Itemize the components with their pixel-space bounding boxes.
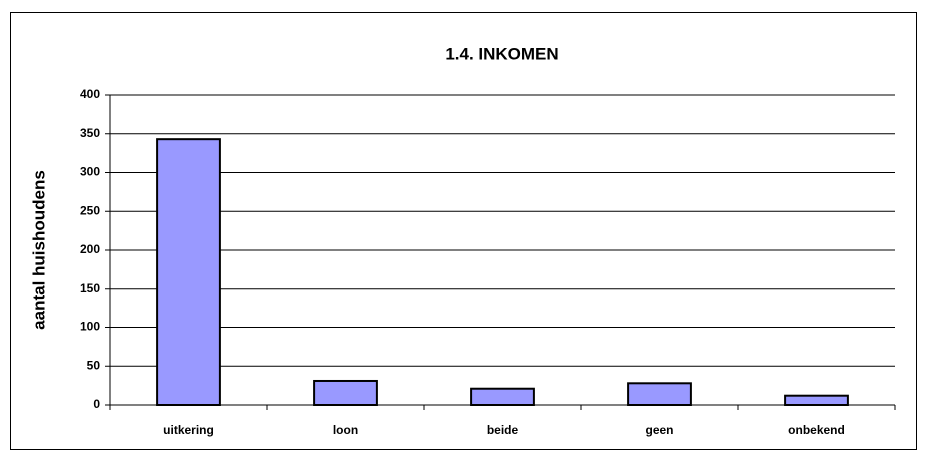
chart-title: 1.4. INKOMEN xyxy=(445,44,558,63)
y-axis-label: aantal huishoudens xyxy=(29,170,48,330)
y-tick-label: 50 xyxy=(87,358,101,372)
bar xyxy=(470,387,535,407)
y-tick-label: 100 xyxy=(80,320,100,334)
bar xyxy=(313,379,378,407)
x-tick-label: beide xyxy=(487,423,519,437)
y-tick-label: 400 xyxy=(80,87,100,101)
x-tick-label: loon xyxy=(333,423,358,437)
bar xyxy=(156,138,221,407)
bar xyxy=(627,382,692,406)
x-tick-label: geen xyxy=(645,423,673,437)
y-tick-label: 0 xyxy=(93,397,100,411)
y-tick-label: 300 xyxy=(80,165,100,179)
x-tick-label: onbekend xyxy=(788,423,845,437)
chart-frame xyxy=(10,12,917,450)
bar xyxy=(784,394,849,407)
y-tick-label: 250 xyxy=(80,203,100,217)
y-tick-label: 150 xyxy=(80,281,100,295)
y-tick-label: 350 xyxy=(80,126,100,140)
x-tick-label: uitkering xyxy=(163,423,214,437)
y-tick-label: 200 xyxy=(80,242,100,256)
